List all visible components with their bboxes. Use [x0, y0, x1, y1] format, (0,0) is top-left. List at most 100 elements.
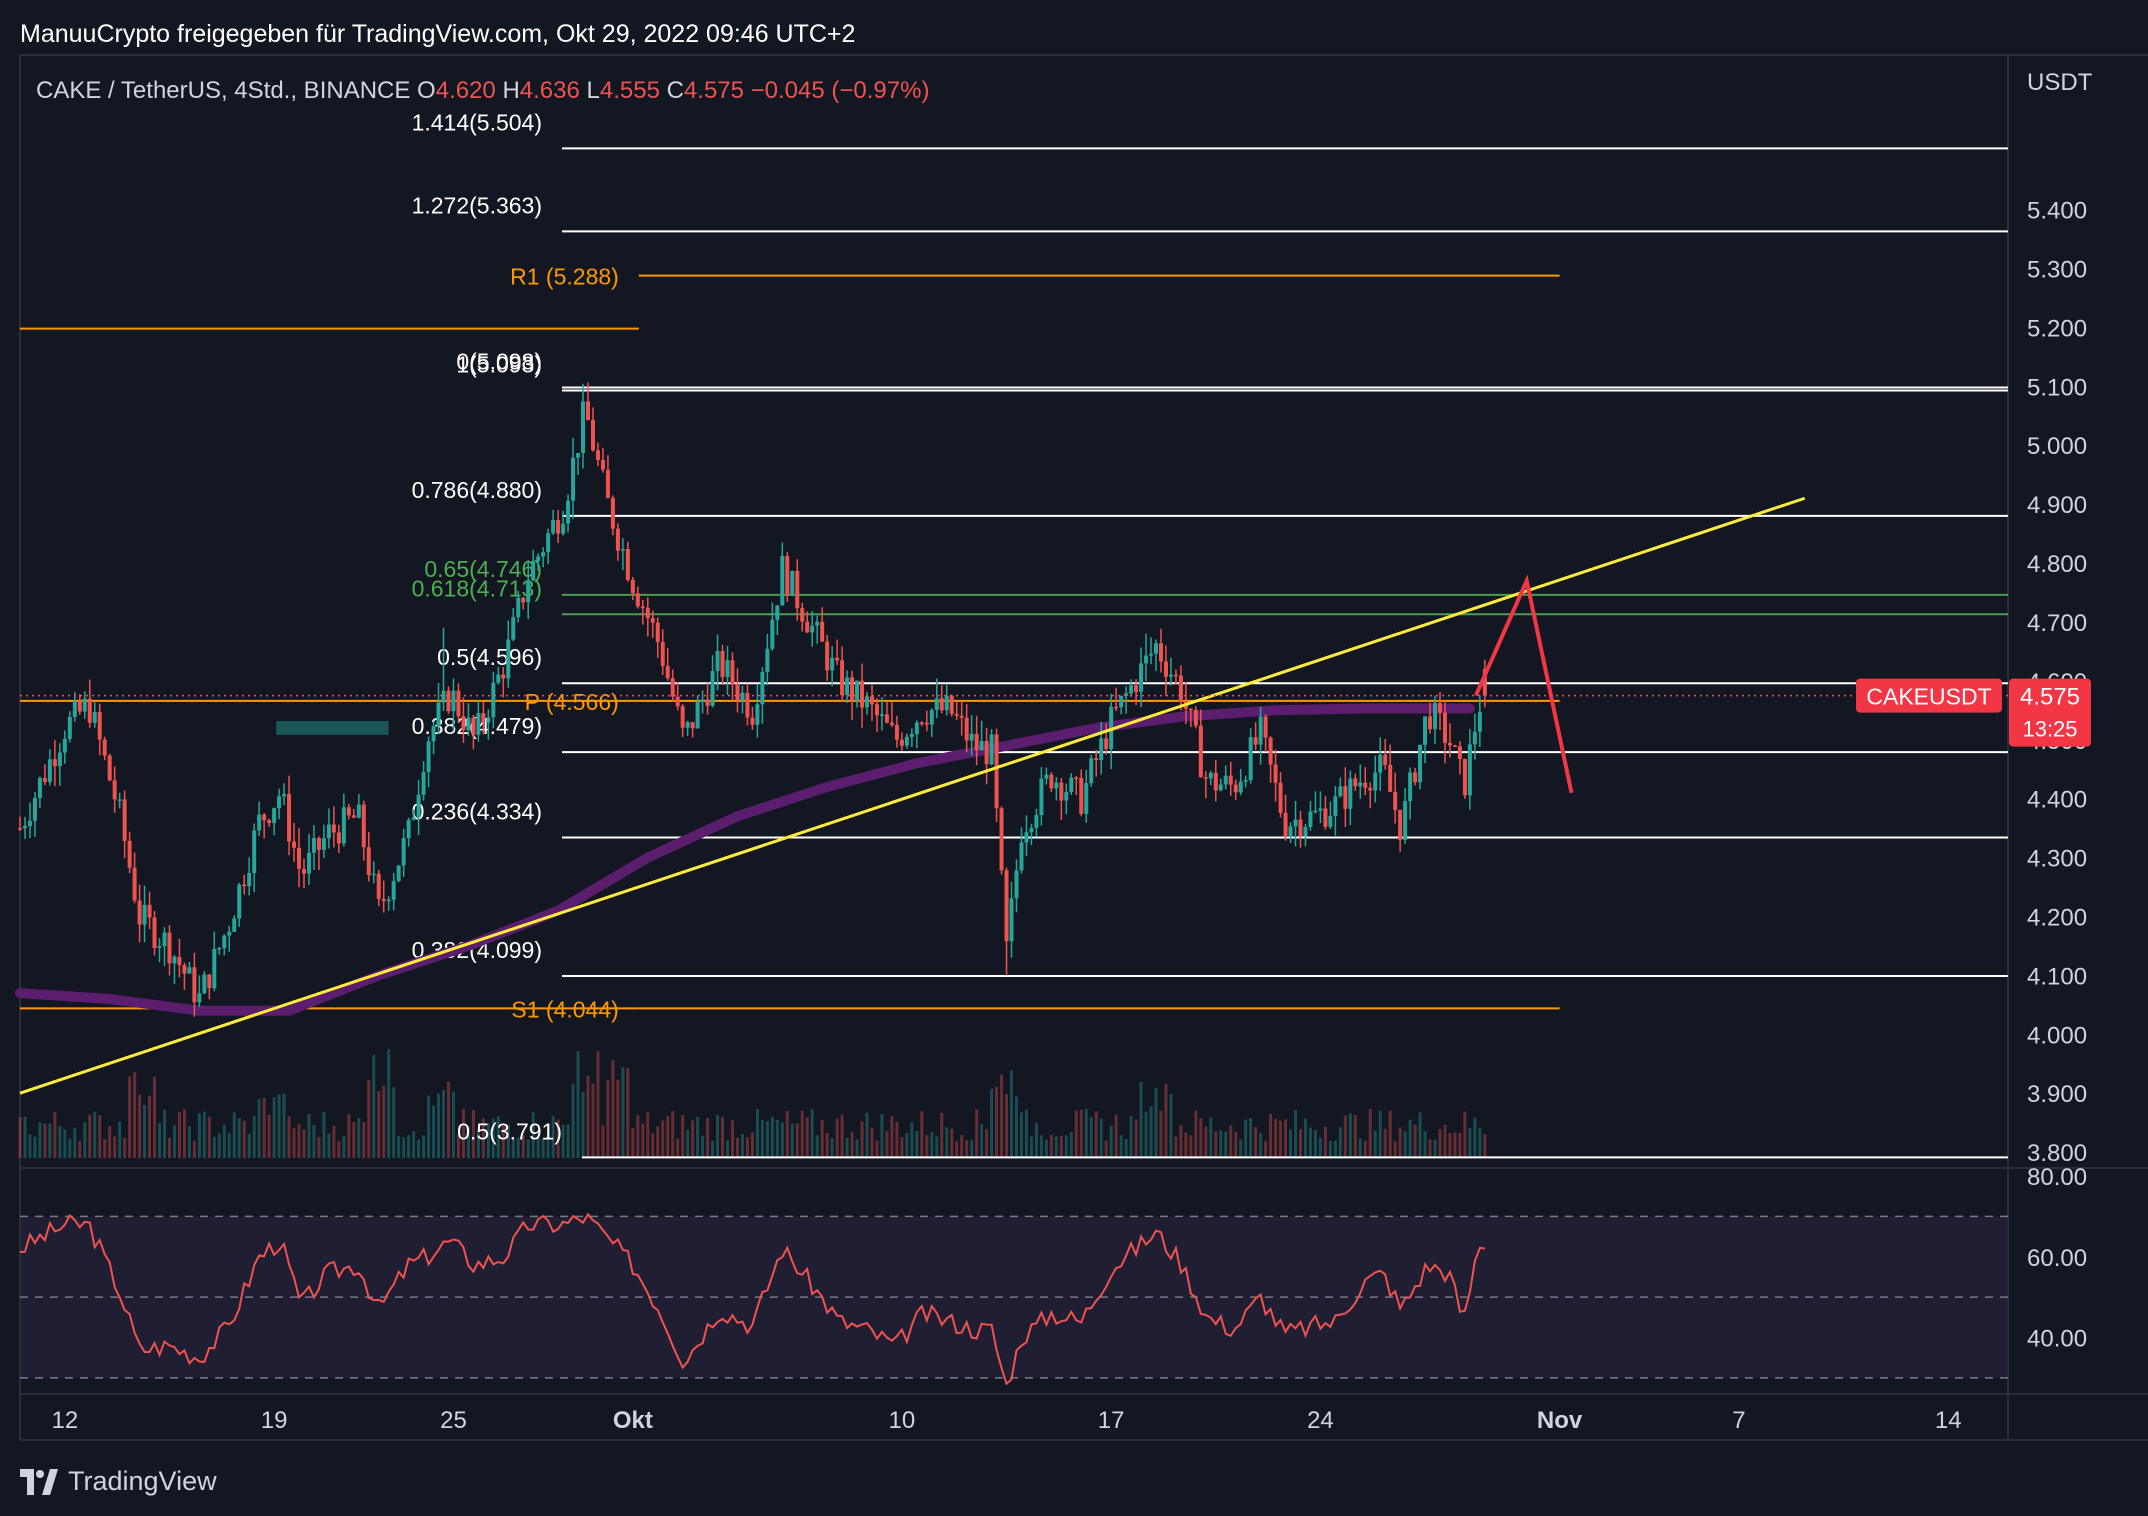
candle-body [954, 713, 959, 716]
candle-body [1413, 772, 1418, 783]
candle-body [1134, 685, 1139, 692]
volume-bar [681, 1114, 685, 1158]
volume-bar [616, 1079, 620, 1158]
volume-bar [805, 1117, 809, 1158]
candle-body [810, 625, 815, 633]
volume-bar [566, 1124, 570, 1158]
candle-body [835, 657, 840, 661]
candle-body [1188, 708, 1193, 711]
candle-body [1447, 742, 1452, 746]
candle-body [1403, 801, 1408, 840]
candle-body [62, 738, 67, 753]
volume-bar [1393, 1141, 1397, 1158]
candle-body [122, 799, 127, 841]
volume-bar [33, 1136, 37, 1158]
candle-body [1019, 842, 1024, 871]
volume-bar [486, 1123, 490, 1158]
volume-bar [427, 1095, 431, 1158]
candle-body [446, 690, 451, 712]
candle-body [32, 797, 37, 821]
candle-body [1139, 663, 1144, 692]
candle-body [775, 605, 780, 620]
candle-body [297, 847, 302, 869]
volume-bar [73, 1127, 77, 1158]
volume-bar [885, 1131, 889, 1158]
volume-bar [1149, 1106, 1153, 1158]
volume-bar [88, 1114, 92, 1158]
volume-bar [466, 1126, 470, 1158]
time-tick-label: Okt [613, 1407, 653, 1434]
volume-bar [1104, 1140, 1108, 1158]
volume-bar [1174, 1136, 1178, 1158]
volume-bar [277, 1094, 281, 1158]
volume-bar [855, 1139, 859, 1158]
volume-bar [895, 1121, 899, 1158]
volume-bar [1134, 1119, 1138, 1158]
price-tick-label: 5.400 [2027, 198, 2087, 225]
volume-bar [740, 1134, 744, 1158]
candle-body [18, 828, 22, 830]
candle-body [1084, 783, 1089, 814]
candle-body [1178, 675, 1183, 702]
candle-body [1293, 819, 1298, 827]
candle-body [1313, 810, 1318, 813]
volume-bar [143, 1104, 147, 1158]
volume-bar [362, 1122, 366, 1158]
candle-body [1268, 737, 1273, 765]
volume-bar [1159, 1110, 1163, 1158]
candle-body [137, 900, 142, 925]
rsi-tick-label: 60.00 [2027, 1245, 2087, 1272]
volume-bar [382, 1085, 386, 1158]
candle-body [1398, 809, 1403, 840]
price-tick-label: 4.300 [2027, 846, 2087, 873]
candle-body [939, 698, 944, 711]
candle-body [581, 401, 586, 454]
volume-bar [1064, 1135, 1068, 1158]
candle-body [531, 560, 536, 581]
candle-body [1333, 796, 1338, 816]
candle-body [725, 660, 730, 678]
candle-body [850, 677, 855, 702]
volume-bar [900, 1137, 904, 1158]
volume-bar [372, 1054, 376, 1158]
candle-body [1049, 774, 1054, 789]
volume-bar [292, 1128, 296, 1158]
candle-body [212, 948, 217, 989]
volume-bar [1184, 1132, 1188, 1158]
volume-bar [905, 1132, 909, 1158]
volume-bar [78, 1141, 82, 1158]
candle-body [192, 967, 197, 1003]
candle-body [1418, 744, 1423, 783]
candle-body [37, 778, 42, 798]
volume-bar [1323, 1126, 1327, 1158]
candle-body [207, 974, 212, 989]
candles [18, 382, 1487, 1017]
volume-bar [930, 1132, 934, 1158]
candle-body [830, 657, 835, 671]
tradingview-brand[interactable]: TradingView [20, 1466, 217, 1497]
volume-bar [1398, 1127, 1402, 1158]
volume-bar [531, 1112, 535, 1158]
candle-body [556, 520, 561, 534]
candle-body [685, 722, 690, 728]
candle-body [346, 807, 351, 816]
candle-body [670, 678, 675, 697]
candle-body [172, 956, 177, 964]
candle-body [1388, 764, 1393, 792]
volume-bar [721, 1117, 725, 1158]
legend-part: C [660, 77, 684, 104]
candle-body [899, 739, 904, 746]
volume-bar [581, 1091, 585, 1158]
tradingview-brand-name: TradingView [68, 1466, 217, 1496]
candle-body [1203, 777, 1208, 779]
volume-bar [1084, 1108, 1088, 1158]
volume-bar [1473, 1117, 1477, 1158]
volume-bar [1413, 1124, 1417, 1158]
candle-body [765, 648, 770, 673]
volume-bar [1169, 1093, 1173, 1158]
candle-body [257, 814, 262, 831]
fib-label: 0.236(4.334) [412, 799, 542, 825]
candle-body [600, 459, 605, 470]
pivot-label: S1 (4.044) [511, 996, 618, 1022]
